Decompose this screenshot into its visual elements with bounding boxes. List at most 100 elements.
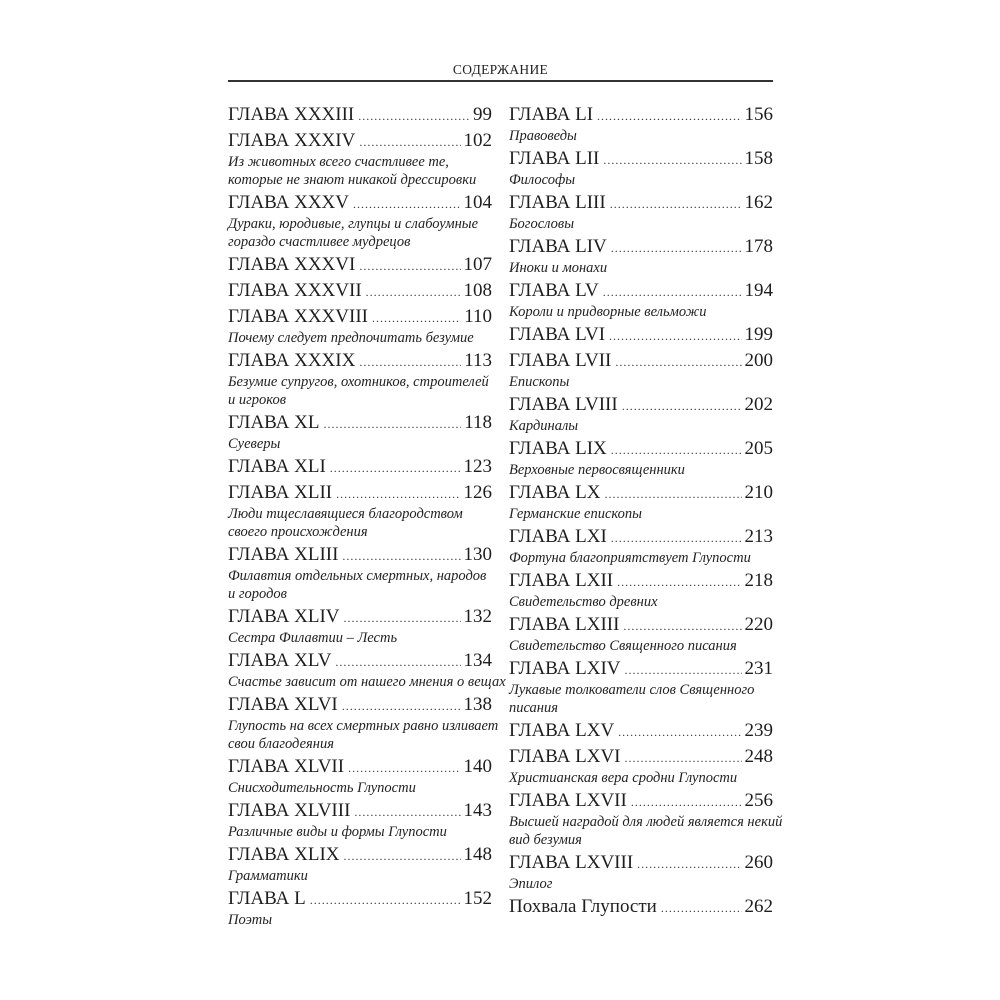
chapter-subtitle-line: Лукавые толкователи слов Священного bbox=[509, 682, 755, 698]
page-number: 99 bbox=[473, 104, 492, 125]
toc-entry[interactable]: ГЛАВА LXII 218 Свидетельство древних bbox=[509, 568, 773, 611]
toc-entry-title-row: ГЛАВА LX 210 bbox=[509, 480, 773, 505]
toc-entry[interactable]: ГЛАВА LXVIII 260 Эпилог bbox=[509, 850, 773, 893]
toc-entry-title-row: ГЛАВА XXXV 104 bbox=[228, 190, 492, 215]
toc-entry[interactable]: ГЛАВА LIV 178 Иноки и монахи bbox=[509, 234, 773, 277]
dot-leader bbox=[342, 694, 461, 719]
toc-entry[interactable]: ГЛАВА XLIX 148 Грамматики bbox=[228, 842, 492, 885]
chapter-subtitle-line: вид безумия bbox=[509, 832, 582, 848]
dot-leader bbox=[354, 800, 460, 825]
chapter-title: ГЛАВА XXXIV bbox=[228, 130, 356, 151]
chapter-title: ГЛАВА XLVI bbox=[228, 694, 338, 715]
toc-entry[interactable]: ГЛАВА LVII 200 Епископы bbox=[509, 348, 773, 391]
toc-entry[interactable]: ГЛАВА LVI 199 bbox=[509, 322, 773, 347]
toc-entry[interactable]: ГЛАВА XLVII 140 Снисходительность Глупости bbox=[228, 754, 492, 797]
chapter-title: ГЛАВА LX bbox=[509, 482, 601, 503]
chapter-subtitle-line: которые не знают никакой дрессировки bbox=[228, 172, 477, 188]
dot-leader bbox=[623, 614, 741, 639]
toc-entry[interactable]: Похвала Глупости 262 bbox=[509, 894, 773, 919]
chapter-subtitle-line: своего происхождения bbox=[228, 524, 368, 540]
toc-entry[interactable]: ГЛАВА LI 156 Правоведы bbox=[509, 102, 773, 145]
page-number: 213 bbox=[744, 526, 774, 547]
page-number: 130 bbox=[463, 544, 493, 565]
page-number: 152 bbox=[463, 888, 493, 909]
toc-entry[interactable]: ГЛАВА LXIV 231 Лукавые толкователи слов Св… bbox=[509, 656, 773, 717]
toc-entry[interactable]: ГЛАВА LIX 205 Верховные первосвященники bbox=[509, 436, 773, 479]
toc-entry[interactable]: ГЛАВА XLVIII 143 Различные виды и формы Гл… bbox=[228, 798, 492, 841]
toc-entry[interactable]: ГЛАВА XXXVII 108 bbox=[228, 278, 492, 303]
toc-entry[interactable]: ГЛАВА XLI 123 bbox=[228, 454, 492, 479]
toc-entry[interactable]: ГЛАВА XXXIV 102 Из животных всего счастлив… bbox=[228, 128, 492, 189]
dot-leader bbox=[603, 280, 742, 305]
toc-entry[interactable]: ГЛАВА XXXV 104 Дураки, юродивые, глупцы и … bbox=[228, 190, 492, 251]
page-number: 248 bbox=[744, 746, 774, 767]
toc-entry[interactable]: ГЛАВА LII 158 Философы bbox=[509, 146, 773, 189]
dot-leader bbox=[631, 790, 742, 815]
chapter-subtitle-line: Счастье зависит от нашего мнения о вещах bbox=[228, 674, 506, 690]
chapter-subtitle-line: Иноки и монахи bbox=[509, 260, 608, 276]
toc-entry[interactable]: ГЛАВА LXV 239 bbox=[509, 718, 773, 743]
page-number: 158 bbox=[744, 148, 774, 169]
page-number: 118 bbox=[464, 412, 492, 433]
toc-entry[interactable]: ГЛАВА XXXIX 113 Безумие супругов, охотнико… bbox=[228, 348, 492, 409]
toc-entry[interactable]: ГЛАВА XLV 134 Счастье зависит от нашего мн… bbox=[228, 648, 506, 691]
dot-leader bbox=[615, 350, 741, 375]
toc-entry[interactable]: ГЛАВА XLVI 138 Глупость на всех смертных р… bbox=[228, 692, 499, 753]
toc-entry[interactable]: ГЛАВА XL 118 Суеверы bbox=[228, 410, 492, 453]
toc-entry-title-row: ГЛАВА LVIII 202 bbox=[509, 392, 773, 417]
page-number: 113 bbox=[464, 350, 492, 371]
chapter-subtitle-line: Глупость на всех смертных равно изливает bbox=[228, 718, 499, 734]
toc-entry[interactable]: ГЛАВА XLIV 132 Сестра Филавтии – Лесть bbox=[228, 604, 492, 647]
chapter-subtitle-line: Безумие супругов, охотников, строителей bbox=[228, 374, 489, 390]
toc-entry[interactable]: ГЛАВА LXI 213 Фортуна благоприятствует Глу… bbox=[509, 524, 773, 567]
toc-entry-title-row: ГЛАВА LIV 178 bbox=[509, 234, 773, 259]
page-number: 178 bbox=[744, 236, 774, 257]
chapter-subtitle-line: Снисходительность Глупости bbox=[228, 780, 416, 796]
toc-entry[interactable]: ГЛАВА LIII 162 Богословы bbox=[509, 190, 773, 233]
page-number: 148 bbox=[463, 844, 493, 865]
toc-entry[interactable]: ГЛАВА XXXVI 107 bbox=[228, 252, 492, 277]
page-number: 107 bbox=[463, 254, 493, 275]
toc-entry[interactable]: ГЛАВА XXXIII 99 bbox=[228, 102, 492, 127]
chapter-title: ГЛАВА XLIV bbox=[228, 606, 340, 627]
toc-entry[interactable]: ГЛАВА LXIII 220 Свидетельство Священного п… bbox=[509, 612, 773, 655]
chapter-title: ГЛАВА XXXVII bbox=[228, 280, 362, 301]
toc-entry[interactable]: ГЛАВА LV 194 Короли и придворные вельможи bbox=[509, 278, 773, 321]
page-number: 132 bbox=[463, 606, 493, 627]
dot-leader bbox=[609, 324, 741, 349]
page-number: 218 bbox=[744, 570, 774, 591]
toc-entry[interactable]: ГЛАВА L 152 Поэты bbox=[228, 886, 492, 929]
toc-entry[interactable]: ГЛАВА XXXVIII 110 Почему следует предпочит… bbox=[228, 304, 492, 347]
page-number: 104 bbox=[463, 192, 493, 213]
chapter-title: ГЛАВА LIX bbox=[509, 438, 607, 459]
dot-leader bbox=[342, 544, 460, 569]
toc-entry-title-row: ГЛАВА XXXIII 99 bbox=[228, 102, 492, 127]
toc-entry-title-row: ГЛАВА LII 158 bbox=[509, 146, 773, 171]
dot-leader bbox=[625, 746, 742, 771]
toc-entry[interactable]: ГЛАВА LX 210 Германские епископы bbox=[509, 480, 773, 523]
toc-entry[interactable]: ГЛАВА LXVI 248 Христианская вера сродни Гл… bbox=[509, 744, 773, 787]
chapter-title: ГЛАВА LXVI bbox=[509, 746, 621, 767]
running-header: СОДЕРЖАНИЕ bbox=[452, 62, 549, 77]
toc-entry[interactable]: ГЛАВА LVIII 202 Кардиналы bbox=[509, 392, 773, 435]
chapter-title: ГЛАВА LIII bbox=[509, 192, 606, 213]
chapter-subtitle-line: Дураки, юродивые, глупцы и слабоумные bbox=[228, 216, 479, 232]
chapter-subtitle-line: Высшей наградой для людей является некий bbox=[509, 814, 783, 830]
chapter-title: ГЛАВА XLVII bbox=[228, 756, 345, 777]
chapter-title: ГЛАВА XLII bbox=[228, 482, 333, 503]
dot-leader bbox=[348, 756, 460, 781]
toc-entry[interactable]: ГЛАВА XLIII 130 Филавтия отдельных смертны… bbox=[228, 542, 492, 603]
chapter-title: ГЛАВА LXVII bbox=[509, 790, 627, 811]
toc-entry[interactable]: ГЛАВА LXVII 256 Высшей наградой для людей … bbox=[509, 788, 783, 849]
toc-entry-title-row: ГЛАВА LIII 162 bbox=[509, 190, 773, 215]
page-number: 231 bbox=[744, 658, 774, 679]
page-number: 143 bbox=[463, 800, 493, 821]
toc-entry-title-row: ГЛАВА LVII 200 bbox=[509, 348, 773, 373]
chapter-title: ГЛАВА XLIII bbox=[228, 544, 339, 565]
dot-leader bbox=[611, 438, 742, 463]
dot-leader bbox=[604, 482, 741, 507]
dot-leader bbox=[344, 844, 461, 869]
chapter-title: ГЛАВА XLVIII bbox=[228, 800, 351, 821]
toc-entry-title-row: ГЛАВА XLVII 140 bbox=[228, 754, 492, 779]
